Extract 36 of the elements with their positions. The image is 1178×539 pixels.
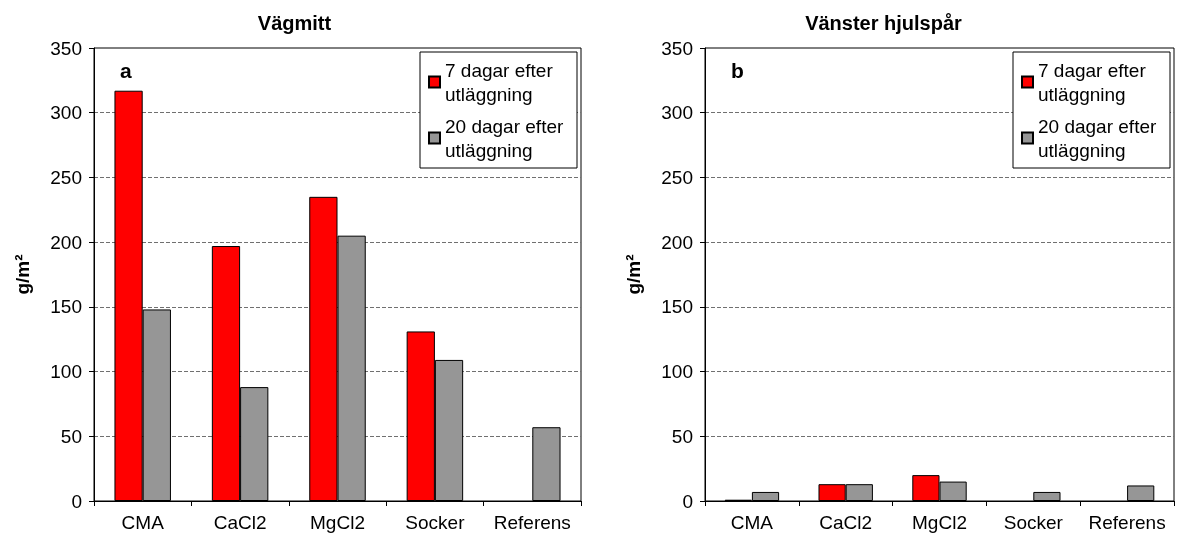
y-tick-label: 250 (661, 166, 693, 188)
y-tick-label: 300 (50, 102, 82, 124)
x-tick-label: Referens (1088, 512, 1166, 533)
legend-label: 7 dagar efter utläggning (445, 59, 559, 105)
y-tick-label: 350 (50, 37, 82, 59)
legend-label: 7 dagar efter utläggning (1038, 59, 1152, 105)
y-tick-label: 150 (661, 296, 693, 318)
y-tick-label: 250 (50, 166, 82, 188)
y-tick-label: 300 (661, 102, 693, 124)
y-tick-label: 350 (661, 37, 693, 59)
annotation: b (731, 59, 744, 82)
chart-title: Vänster hjulspår (805, 12, 963, 34)
y-tick-label: 50 (60, 425, 82, 447)
annotation: a (120, 59, 132, 82)
x-tick-label: MgCl2 (310, 512, 365, 533)
x-tick-label: CaCl2 (819, 512, 873, 533)
x-tick-label: CaCl2 (213, 512, 267, 533)
x-tick-label: MgCl2 (912, 512, 967, 533)
x-tick-label: Referens (493, 512, 571, 533)
x-tick-label: CMA (730, 512, 774, 533)
x-tick-label: Socker (405, 512, 466, 533)
y-tick-label: 100 (661, 361, 693, 383)
y-tick-label: 0 (682, 490, 693, 512)
y-axis-title: g/m² (623, 254, 644, 295)
y-tick-label: 100 (50, 361, 82, 383)
y-tick-label: 200 (661, 231, 693, 253)
y-axis-title: g/m² (12, 254, 33, 295)
legend-label: 20 dagar efter utläggning (1038, 115, 1162, 161)
y-tick-label: 200 (50, 231, 82, 253)
y-tick-label: 150 (50, 296, 82, 318)
x-tick-label: CMA (121, 512, 165, 533)
legend-label: 20 dagar efter utläggning (445, 115, 569, 161)
y-tick-label: 0 (71, 490, 82, 512)
chart-title: Vägmitt (257, 12, 332, 34)
x-tick-label: Socker (1003, 512, 1064, 533)
y-tick-label: 50 (671, 425, 693, 447)
